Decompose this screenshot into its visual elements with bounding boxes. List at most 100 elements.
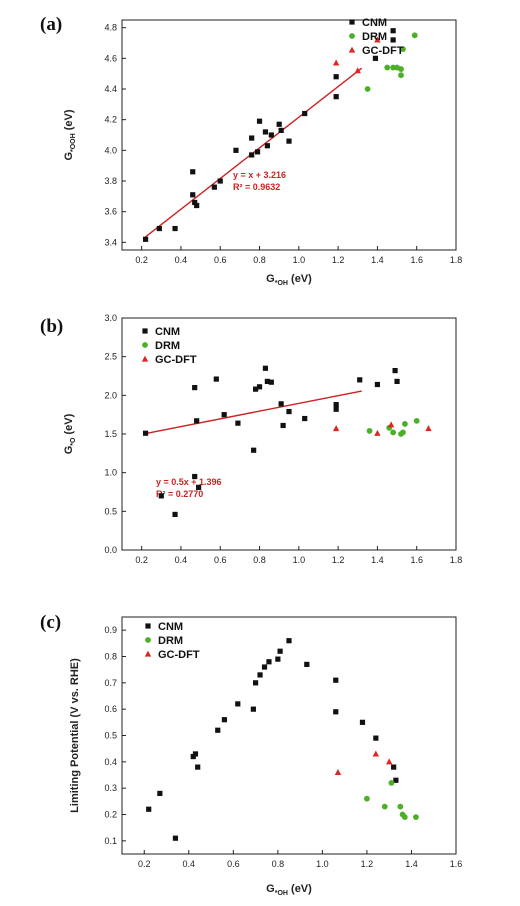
panel-b-cnm-point xyxy=(256,384,263,390)
panel-c-x-tick-label: 1.2 xyxy=(361,859,374,869)
panel-b-y-tick-label: 2.5 xyxy=(104,352,117,362)
panel-b-cnm-point xyxy=(302,415,308,422)
panel-b-cnm-point xyxy=(196,484,202,490)
panel-c-x-tick-label: 1.6 xyxy=(450,859,463,869)
panel-c-y-tick-label: 0.7 xyxy=(104,678,117,688)
panel-a-cnm-point xyxy=(217,178,223,184)
panel-b-cnm-point xyxy=(235,420,241,426)
panel-c-x-tick-label: 0.8 xyxy=(272,859,285,869)
panel-a-drm-point xyxy=(398,66,404,72)
panel-c-legend-marker-drm xyxy=(145,637,151,643)
panel-c-cnm-point xyxy=(286,638,292,644)
panel-a-cnm-point xyxy=(172,225,178,232)
panel-c-cnm-point xyxy=(221,717,228,723)
panel-b-cnm-point xyxy=(172,511,178,518)
panel-a-cnm-point xyxy=(254,149,261,155)
panel-a-cnm-point xyxy=(256,118,263,124)
panel-c-cnm-point xyxy=(261,664,268,670)
panel-a-cnm-point xyxy=(390,28,396,34)
panel-c-y-tick-label: 0.9 xyxy=(104,625,117,635)
panel-a-legend-marker-gc-dft xyxy=(348,46,356,53)
panel-a-cnm-point xyxy=(190,169,196,175)
panel-c-cnm-point xyxy=(157,790,163,797)
panel-a-cnm-point xyxy=(190,192,196,198)
panel-a-cnm-point xyxy=(333,74,339,80)
panel-a-x-axis-label: G*OH (eV) xyxy=(266,273,312,287)
panel-a-cnm-point xyxy=(211,184,217,190)
panel-a-gc-dft-point xyxy=(374,36,381,43)
panel-c-legend-marker-gc-dft xyxy=(144,650,152,657)
panel-c-x-axis-label: G*OH (eV) xyxy=(266,883,312,897)
panel-b-x-tick-label: 0.4 xyxy=(175,555,188,565)
panel-c-y-tick-label: 0.3 xyxy=(104,783,117,793)
panel-b-cnm-point xyxy=(333,402,339,408)
panel-b-legend-label-gc-dft: GC-DFT xyxy=(155,354,197,366)
panel-a-cnm-point xyxy=(390,37,396,43)
panel-a-label: (a) xyxy=(40,14,62,35)
panel-c-cnm-point xyxy=(333,677,339,683)
panel-c-drm-point xyxy=(401,814,408,821)
panel-c-cnm-point xyxy=(257,672,263,678)
panel-b-legend-label-drm: DRM xyxy=(155,340,180,352)
panel-c-y-tick-label: 0.6 xyxy=(104,704,117,714)
panel-a-cnm-point xyxy=(142,236,149,242)
panel-b-x-tick-label: 0.2 xyxy=(135,555,148,565)
panel-b-cnm-point xyxy=(251,447,257,453)
panel-c-y-tick-label: 0.2 xyxy=(104,810,117,820)
panel-c-drm-point xyxy=(388,780,395,786)
panel-b-cnm-point xyxy=(268,379,274,385)
panel-a-legend-label-gc-dft: GC-DFT xyxy=(362,45,404,57)
panel-a-gc-dft-point xyxy=(354,67,361,74)
panel-b-cnm-point xyxy=(221,412,227,418)
panel-b-cnm-point xyxy=(357,377,363,383)
panel-c-y-axis-label: Limiting Potential (V vs. RHE) xyxy=(69,658,81,813)
panel-a-y-tick-label: 3.4 xyxy=(104,237,117,247)
panel-a-drm-point xyxy=(411,32,418,39)
panel-c-drm-point xyxy=(364,795,370,802)
panel-a-cnm-point xyxy=(233,147,239,153)
panel-b-y-tick-label: 1.0 xyxy=(104,468,117,478)
panel-a-cnm-point xyxy=(278,127,284,133)
panel-a-legend-label-cnm: CNM xyxy=(362,17,387,29)
panel-c-legend-label-cnm: CNM xyxy=(158,621,183,633)
panel-a-cnm-point xyxy=(268,132,274,138)
panel-b-cnm-point xyxy=(192,473,198,480)
panel-a-y-tick-label: 4.0 xyxy=(104,145,117,155)
panel-a-gc-dft-point xyxy=(332,59,340,66)
panel-c-drm-point xyxy=(397,803,404,810)
panel-c-legend-label-drm: DRM xyxy=(158,635,183,647)
panel-b-cnm-point xyxy=(333,406,339,412)
panel-b-legend-marker-cnm xyxy=(142,328,148,334)
panel-a-cnm-point xyxy=(194,202,200,209)
panel-b-cnm-point xyxy=(142,430,149,436)
panel-c-x-tick-label: 0.4 xyxy=(183,859,196,869)
panel-c-legend-label-gc-dft: GC-DFT xyxy=(158,649,200,661)
panel-c-cnm-point xyxy=(391,764,397,770)
panel-c-y-tick-label: 0.5 xyxy=(104,731,117,741)
panel-c-cnm-point xyxy=(266,659,272,665)
panel-c-cnm-point xyxy=(333,709,339,715)
panel-a-cnm-point xyxy=(262,129,269,135)
panel-a-fit-equation: y = x + 3.216 xyxy=(233,170,286,180)
panel-c-drm-point xyxy=(413,814,419,821)
panel-b-y-tick-label: 0.0 xyxy=(104,545,117,555)
panel-a-cnm-point xyxy=(249,135,255,141)
panel-b-y-tick-label: 1.5 xyxy=(104,429,117,439)
panel-b-cnm-point xyxy=(262,365,269,371)
panel-a-legend-marker-cnm xyxy=(349,19,355,25)
panel-b-y-tick-label: 0.5 xyxy=(104,506,117,516)
panel-b-cnm-point xyxy=(253,386,259,392)
panel-b-y-tick-label: 2.0 xyxy=(104,390,117,400)
panel-b-cnm-point xyxy=(374,381,381,388)
panel-a-drm-point xyxy=(364,86,371,92)
panel-a-x-tick-label: 0.4 xyxy=(175,255,188,265)
panel-b-cnm-point xyxy=(394,378,400,385)
panel-a-y-tick-label: 4.8 xyxy=(104,23,117,33)
panel-c-cnm-point xyxy=(275,656,281,662)
panel-b-drm-point xyxy=(366,428,373,434)
panel-a-y-axis-label: G*OOH (eV) xyxy=(63,109,77,160)
panel-b-cnm-point xyxy=(192,385,198,391)
panel-b-fit-line xyxy=(145,390,362,435)
panel-a-fit-r2: R² = 0.9632 xyxy=(233,182,280,192)
